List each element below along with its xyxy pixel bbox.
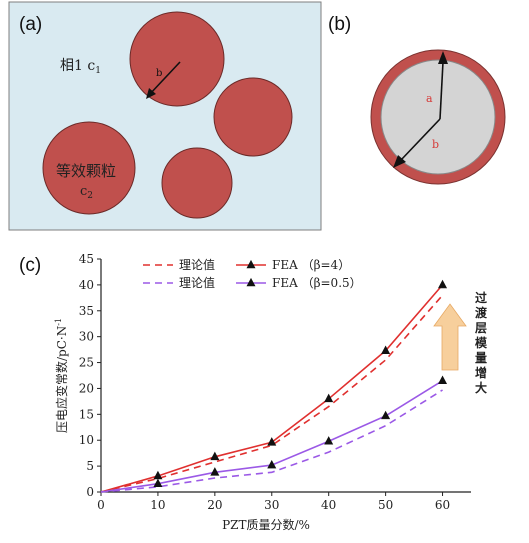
series-marker-3 xyxy=(267,459,277,469)
legend-label-0: 理论值 xyxy=(179,257,215,272)
panel-c: (c) 0 10 20 30 40 50 60 0 5 10 15 20 25 30 35 40 45 PZT质量… xyxy=(19,252,488,532)
outer-radius-arrow xyxy=(400,118,441,161)
x-tick-label: 50 xyxy=(378,498,393,512)
x-tick-label: 30 xyxy=(264,498,279,512)
outer-radius-arrowhead xyxy=(393,155,406,168)
series-marker-1 xyxy=(381,345,391,354)
radius-label: b xyxy=(156,68,162,79)
inner-radius-arrowhead xyxy=(438,51,448,64)
annotation-char: 量 xyxy=(475,351,487,365)
legend-label-1: FEA （β=4） xyxy=(272,258,350,272)
series-line-2 xyxy=(100,389,443,493)
x-tick-label: 20 xyxy=(207,498,222,512)
particle-left xyxy=(42,121,136,215)
annotation-char: 模 xyxy=(475,335,488,350)
inner-radius-label: a xyxy=(426,92,433,105)
particle-c-label: c2 xyxy=(80,184,93,201)
y-tick-label: 30 xyxy=(79,330,94,344)
outer-radius-label: b xyxy=(432,138,439,151)
x-tick-label: 60 xyxy=(435,498,450,512)
series-marker-1 xyxy=(210,451,220,461)
particle-right xyxy=(213,77,293,157)
x-tick-label: 40 xyxy=(321,498,336,512)
radius-arrow xyxy=(148,61,181,96)
series-marker-3 xyxy=(381,410,391,420)
radius-arrowhead xyxy=(146,88,156,99)
series-marker-1 xyxy=(438,279,448,289)
panel-b: (b) a b xyxy=(328,14,506,185)
legend-marker-3 xyxy=(246,277,256,287)
inner-radius-arrow xyxy=(439,61,444,120)
legend-marker-1 xyxy=(246,259,256,269)
series-line-3 xyxy=(100,379,443,493)
legend-label-3: FEA （β=0.5） xyxy=(272,276,362,290)
annotation-char: 渡 xyxy=(475,305,488,320)
y-tick-label: 45 xyxy=(79,252,94,266)
matrix-label: 相1 c1 xyxy=(60,58,101,76)
annotation-arrow xyxy=(433,303,467,371)
annotation-char: 层 xyxy=(475,321,487,335)
chart: 0 10 20 30 40 50 60 0 5 10 15 20 25 30 35 40 45 PZT质量分数/%… xyxy=(54,252,471,532)
y-tick-label: 0 xyxy=(86,485,94,499)
legend-label-2: 理论值 xyxy=(179,275,215,290)
y-tick-label: 40 xyxy=(79,278,94,292)
series-marker-1 xyxy=(267,437,277,446)
series-marker-3 xyxy=(153,478,163,488)
annotation-char: 过 xyxy=(475,290,487,305)
series-marker-1 xyxy=(324,393,334,403)
y-axis-label: 压电应变常数/pC·N-1 xyxy=(54,318,69,433)
annotation-char: 增 xyxy=(475,365,487,380)
series-marker-3 xyxy=(438,375,448,384)
series-marker-3 xyxy=(324,436,334,445)
y-tick-label: 5 xyxy=(86,459,94,473)
core-circle xyxy=(380,59,496,175)
y-tick-label: 25 xyxy=(79,356,94,370)
x-axis-label: PZT质量分数/% xyxy=(222,517,310,532)
annotation-char: 大 xyxy=(475,380,487,395)
particle-label: 等效颗粒 xyxy=(56,162,116,180)
panel-a-label: (a) xyxy=(19,14,42,35)
y-tick-label: 20 xyxy=(79,381,94,395)
y-tick-label: 10 xyxy=(79,433,94,447)
x-tick-label: 0 xyxy=(97,498,105,512)
particle-large-radius xyxy=(129,11,225,107)
particle-bottom xyxy=(161,147,233,219)
panel-c-label: (c) xyxy=(19,255,41,276)
y-tick-label: 35 xyxy=(79,304,94,318)
series-marker-3 xyxy=(210,467,220,476)
chart-legend: 理论值 FEA （β=4） 理论值 FEA （β=0.5） xyxy=(143,257,362,290)
panel-b-label: (b) xyxy=(328,14,351,35)
y-tick-label: 15 xyxy=(79,407,94,421)
panel-a: (a) b 相1 c1 等效颗粒 c2 xyxy=(8,1,322,231)
x-tick-label: 10 xyxy=(150,498,165,512)
